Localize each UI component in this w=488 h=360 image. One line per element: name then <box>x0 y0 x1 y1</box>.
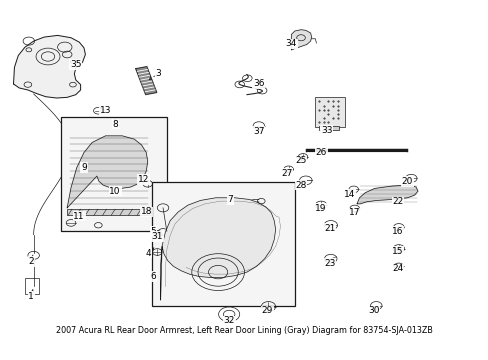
Text: 7: 7 <box>227 195 232 204</box>
Text: 36: 36 <box>253 80 264 89</box>
Text: 10: 10 <box>109 186 121 195</box>
Text: 23: 23 <box>324 258 335 267</box>
Text: 13: 13 <box>100 106 111 115</box>
Text: 16: 16 <box>391 227 403 236</box>
Polygon shape <box>136 67 157 95</box>
Text: 9: 9 <box>81 163 87 172</box>
Bar <box>61 117 166 231</box>
Text: 19: 19 <box>315 204 326 213</box>
Text: 8: 8 <box>112 120 118 129</box>
Text: 30: 30 <box>367 306 379 315</box>
Polygon shape <box>291 30 311 50</box>
Text: 27: 27 <box>281 169 292 178</box>
Polygon shape <box>67 136 147 208</box>
Polygon shape <box>356 185 417 204</box>
Text: 4: 4 <box>145 248 151 257</box>
Bar <box>152 182 295 306</box>
Text: 26: 26 <box>315 148 326 157</box>
Text: 6: 6 <box>150 272 156 281</box>
Text: 22: 22 <box>391 197 403 206</box>
Polygon shape <box>160 198 275 300</box>
Bar <box>315 97 345 127</box>
Text: 2007 Acura RL Rear Door Armrest, Left Rear Door Lining (Gray) Diagram for 83754-: 2007 Acura RL Rear Door Armrest, Left Re… <box>56 326 432 335</box>
Bar <box>67 209 151 215</box>
Text: 28: 28 <box>295 181 306 190</box>
Text: 33: 33 <box>321 126 332 135</box>
Text: 3: 3 <box>155 69 161 78</box>
Text: 17: 17 <box>348 208 360 217</box>
Text: 25: 25 <box>295 157 306 166</box>
Text: 11: 11 <box>73 212 85 221</box>
Text: 18: 18 <box>140 207 152 216</box>
Text: 12: 12 <box>138 175 149 184</box>
Text: 32: 32 <box>223 316 234 325</box>
Text: 34: 34 <box>285 39 297 48</box>
Text: 21: 21 <box>324 224 335 233</box>
Bar <box>25 278 40 294</box>
Text: 37: 37 <box>253 127 264 136</box>
Text: 1: 1 <box>28 292 34 301</box>
Text: 31: 31 <box>151 232 163 241</box>
Text: 29: 29 <box>261 306 273 315</box>
Text: 35: 35 <box>70 60 81 69</box>
Text: 5: 5 <box>150 227 156 236</box>
Text: 14: 14 <box>344 190 355 199</box>
Polygon shape <box>14 35 85 98</box>
Text: 24: 24 <box>391 264 403 273</box>
Text: 20: 20 <box>401 177 412 186</box>
Text: 2: 2 <box>28 257 34 266</box>
Bar <box>318 126 338 130</box>
Text: 15: 15 <box>391 247 403 256</box>
